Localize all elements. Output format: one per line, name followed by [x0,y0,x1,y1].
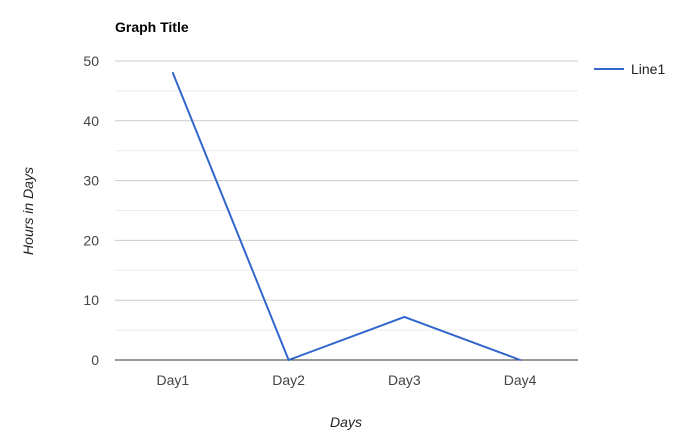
data-point[interactable] [171,71,174,74]
y-tick-label: 10 [83,292,99,308]
x-tick-label: Day1 [157,372,190,388]
chart-title: Graph Title [115,19,189,35]
y-tick-label: 20 [83,232,99,248]
series-layer [171,71,522,361]
x-axis-ticks: Day1 Day2 Day3 Day4 [157,372,537,388]
y-tick-label: 0 [91,352,99,368]
data-point[interactable] [287,359,290,361]
legend-label: Line1 [631,61,665,77]
y-tick-label: 40 [83,113,99,129]
y-axis-ticks: 0 10 20 30 40 50 [83,53,99,368]
y-tick-label: 30 [83,173,99,189]
grid-lines [115,60,578,361]
legend[interactable]: Line1 [594,61,665,77]
x-tick-label: Day4 [504,372,537,388]
x-tick-label: Day2 [272,372,305,388]
series-line-1[interactable] [171,72,521,361]
y-tick-label: 50 [83,53,99,69]
data-point[interactable] [519,359,522,361]
x-axis-title: Days [330,414,362,430]
data-point[interactable] [403,315,406,318]
x-tick-label: Day3 [388,372,421,388]
y-axis-title: Hours in Days [20,167,36,255]
